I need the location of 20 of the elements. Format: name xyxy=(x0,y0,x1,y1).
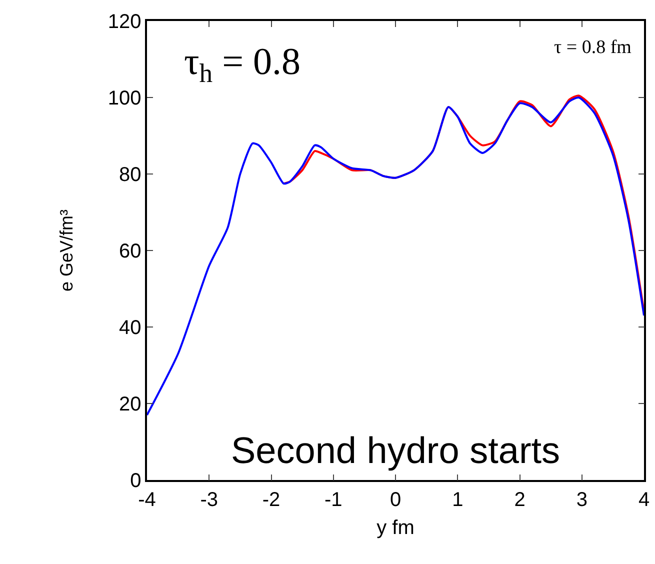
annotation: τ = 0.8 fm xyxy=(554,37,632,58)
y-tick-label: 100 xyxy=(108,88,142,110)
annotation: Second hydro starts xyxy=(231,430,560,471)
x-tick-label: 4 xyxy=(638,488,650,511)
line-series xyxy=(147,96,644,416)
x-tick-label: -2 xyxy=(262,488,280,511)
y-tick-label: 80 xyxy=(119,164,142,186)
x-tick-label: 2 xyxy=(514,488,526,511)
x-tick-label: -3 xyxy=(200,488,218,511)
x-tick-label: 3 xyxy=(576,488,588,511)
y-tick-label: 20 xyxy=(119,394,142,416)
x-tick-label: 1 xyxy=(452,488,464,511)
y-tick-label: 40 xyxy=(119,317,142,339)
y-tick-label: 120 xyxy=(108,11,142,33)
x-tick-label: 0 xyxy=(390,488,402,511)
y-axis-title: e GeV/fm³ xyxy=(56,209,77,292)
y-tick-label: 60 xyxy=(119,240,142,262)
x-tick-label: -1 xyxy=(324,488,342,511)
annotation: τ$_{h}$ = 0.8 xyxy=(184,41,301,88)
x-axis-title: y fm xyxy=(376,516,414,539)
